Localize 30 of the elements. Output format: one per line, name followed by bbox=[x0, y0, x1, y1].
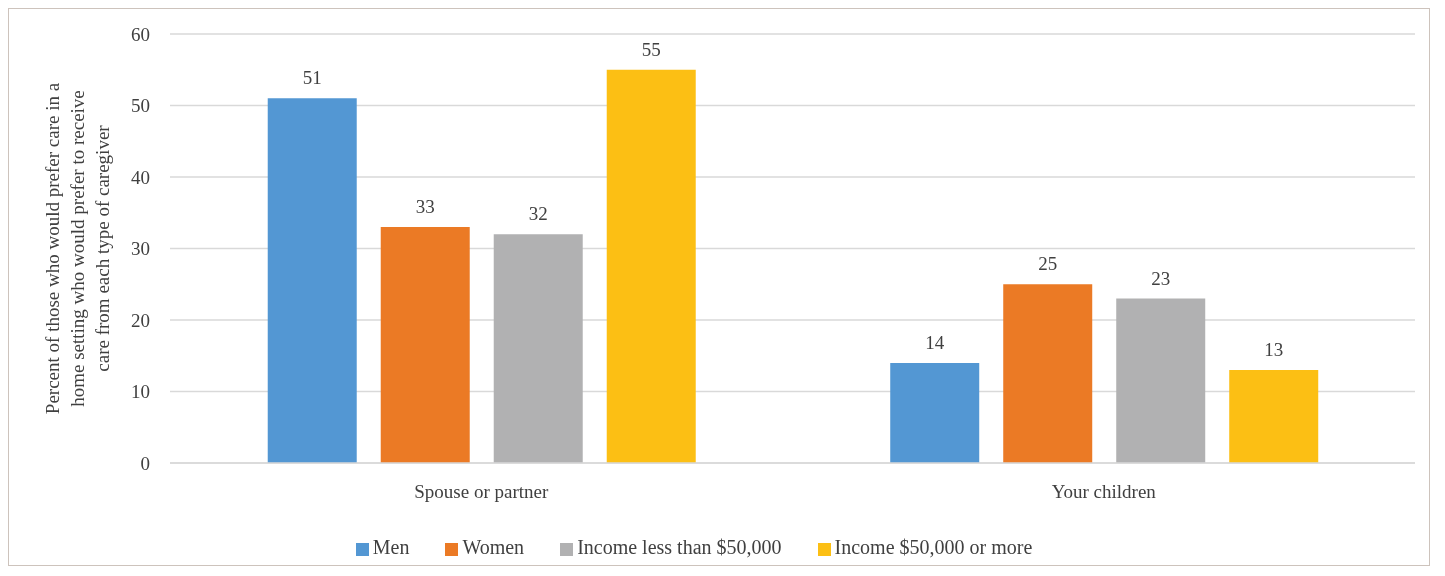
data-label: 14 bbox=[925, 331, 945, 353]
y-tick-label: 50 bbox=[131, 95, 150, 117]
y-axis-title: Percent of those who would prefer care in a home setting who would prefer to receive care from each type of caregiver bbox=[42, 82, 113, 415]
y-tick-label: 60 bbox=[131, 23, 150, 45]
bar bbox=[1229, 370, 1319, 463]
data-label: 13 bbox=[1264, 339, 1284, 361]
legend-label: Women bbox=[462, 536, 525, 558]
data-label: 32 bbox=[528, 203, 548, 225]
bar bbox=[380, 227, 470, 463]
data-label: 55 bbox=[641, 38, 661, 60]
bar bbox=[267, 98, 357, 463]
bar bbox=[890, 362, 980, 463]
legend-label: Men bbox=[372, 536, 410, 558]
x-tick-label: Spouse or partner bbox=[414, 481, 549, 503]
legend-label: Income $50,000 or more bbox=[834, 536, 1033, 558]
data-label: 33 bbox=[415, 196, 435, 218]
bar bbox=[493, 234, 583, 463]
y-tick-label: 20 bbox=[131, 309, 150, 331]
data-label: 51 bbox=[302, 67, 322, 89]
legend-label: Income less than $50,000 bbox=[577, 536, 782, 558]
bar bbox=[606, 69, 696, 463]
y-tick-label: 10 bbox=[131, 381, 150, 403]
bar bbox=[1003, 284, 1093, 463]
bar bbox=[1116, 298, 1206, 463]
y-tick-label: 0 bbox=[140, 452, 150, 474]
x-tick-label: Your children bbox=[1051, 481, 1157, 503]
y-tick-label: 30 bbox=[131, 238, 150, 260]
data-label: 23 bbox=[1151, 267, 1171, 289]
data-label: 25 bbox=[1038, 253, 1058, 275]
y-tick-label: 40 bbox=[131, 166, 150, 188]
